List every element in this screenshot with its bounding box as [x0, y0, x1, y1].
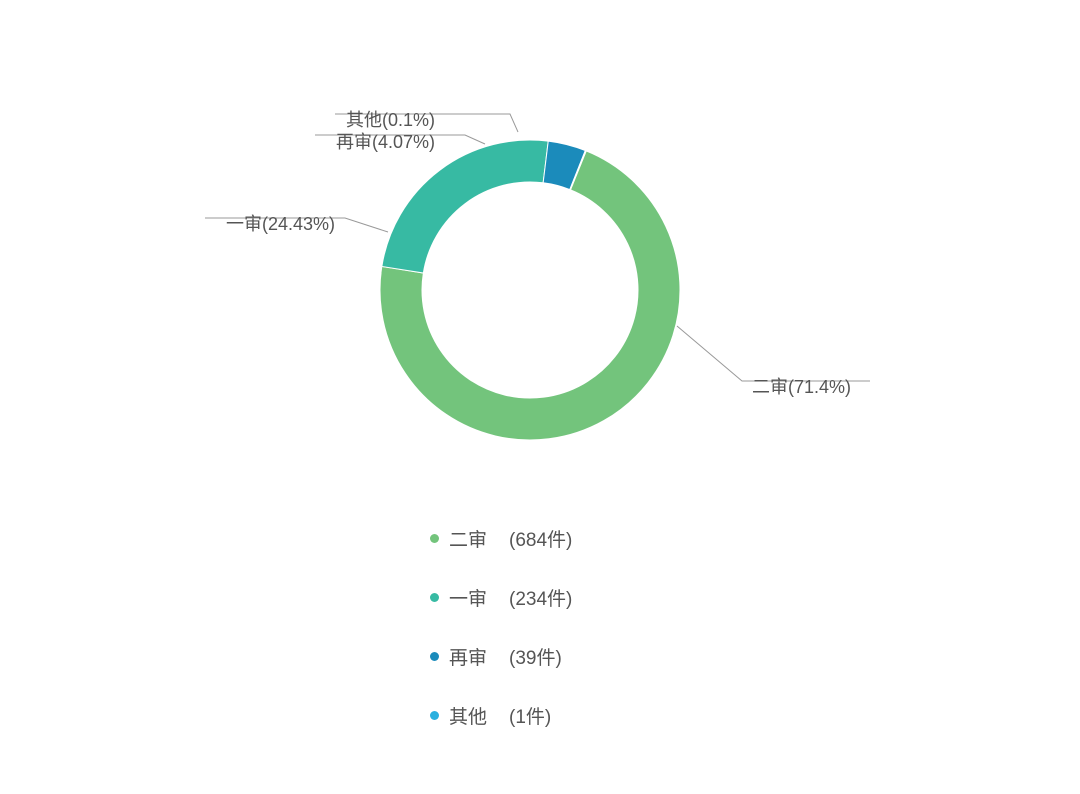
legend-name: 其他 [449, 702, 505, 729]
donut-chart [370, 130, 690, 450]
legend-dot [430, 593, 439, 602]
legend-dot [430, 711, 439, 720]
donut-chart-container: 二审(71.4%) 一审(24.43%) 再审(4.07%) 其他(0.1%) … [0, 0, 1080, 794]
legend-name: 再审 [449, 643, 505, 670]
legend-item-zaishen: 再审 (39件) [430, 643, 572, 670]
legend-item-ershen: 二审 (684件) [430, 525, 572, 552]
callout-label-ershen: 二审(71.4%) [752, 373, 851, 399]
legend-value: (684件) [509, 525, 572, 552]
legend: 二审 (684件) 一审 (234件) 再审 (39件) 其他 (1件) [430, 525, 572, 761]
legend-item-yishen: 一审 (234件) [430, 584, 572, 611]
legend-dot [430, 652, 439, 661]
legend-item-qita: 其他 (1件) [430, 702, 572, 729]
legend-value: (1件) [509, 702, 551, 729]
legend-name: 一审 [449, 584, 505, 611]
legend-value: (234件) [509, 584, 572, 611]
legend-value: (39件) [509, 643, 562, 670]
callout-label-qita: 其他(0.1%) [335, 106, 435, 132]
callout-label-yishen: 一审(24.43%) [205, 210, 335, 236]
legend-name: 二审 [449, 525, 505, 552]
legend-dot [430, 534, 439, 543]
